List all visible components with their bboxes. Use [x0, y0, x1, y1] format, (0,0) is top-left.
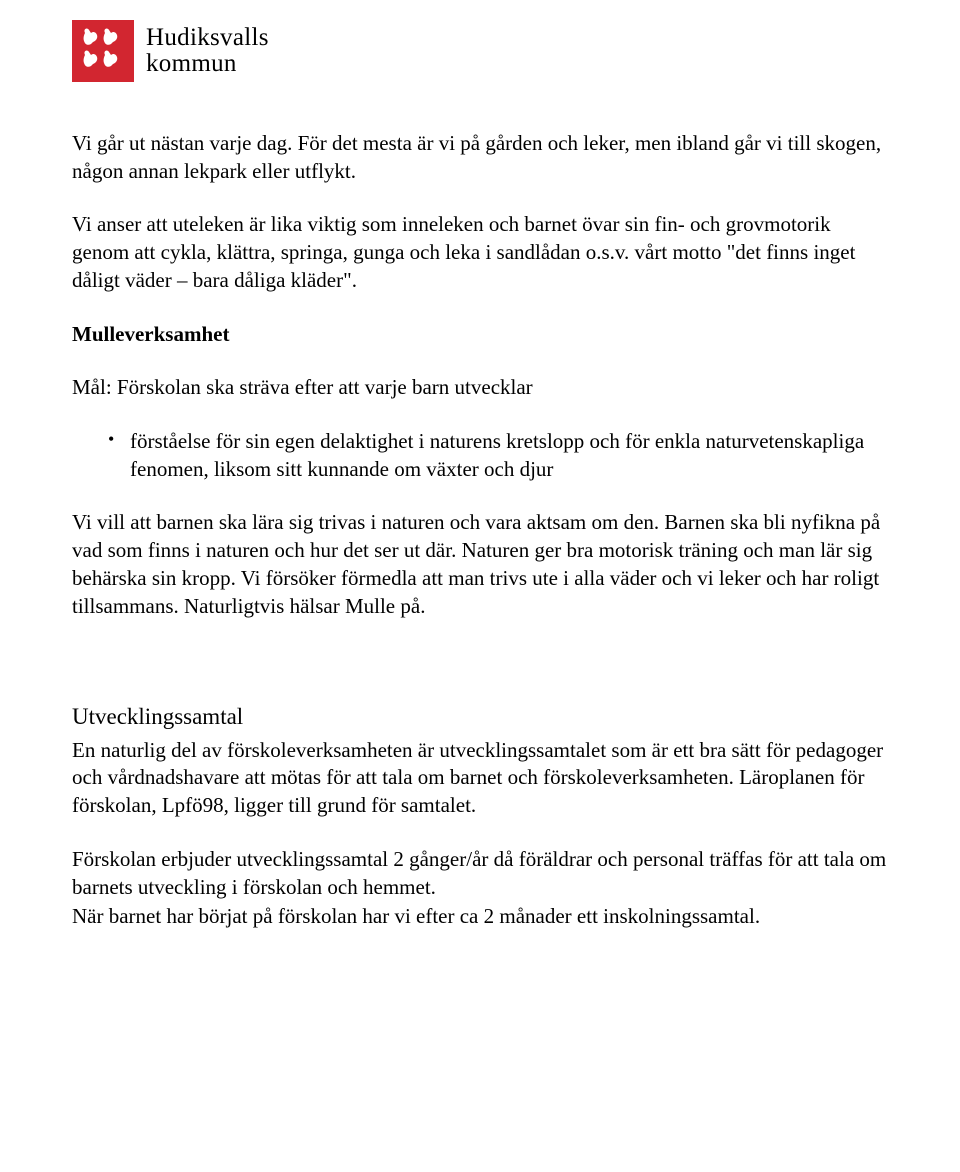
- goat-heads-icon: [77, 25, 129, 77]
- list-item: förståelse för sin egen delaktighet i na…: [108, 428, 888, 483]
- logo-text: Hudiksvalls kommun: [146, 25, 269, 78]
- goal-intro: Mål: Förskolan ska sträva efter att varj…: [72, 374, 888, 402]
- paragraph: Förskolan erbjuder utvecklingssamtal 2 g…: [72, 846, 888, 901]
- paragraph: Vi går ut nästan varje dag. För det mest…: [72, 130, 888, 185]
- page-header: Hudiksvalls kommun: [72, 20, 888, 82]
- section-heading: Mulleverksamhet: [72, 321, 888, 349]
- bullet-list: förståelse för sin egen delaktighet i na…: [72, 428, 888, 483]
- section-heading: Utvecklingssamtal: [72, 702, 888, 732]
- logo-box: [72, 20, 134, 82]
- paragraph: Vi vill att barnen ska lära sig trivas i…: [72, 509, 888, 620]
- logo-text-line1: Hudiksvalls: [146, 25, 269, 51]
- spacer: [72, 646, 888, 702]
- paragraph: Vi anser att uteleken är lika viktig som…: [72, 211, 888, 294]
- paragraph: En naturlig del av förskoleverksamheten …: [72, 737, 888, 820]
- paragraph: När barnet har börjat på förskolan har v…: [72, 903, 888, 931]
- logo-text-line2: kommun: [146, 51, 269, 77]
